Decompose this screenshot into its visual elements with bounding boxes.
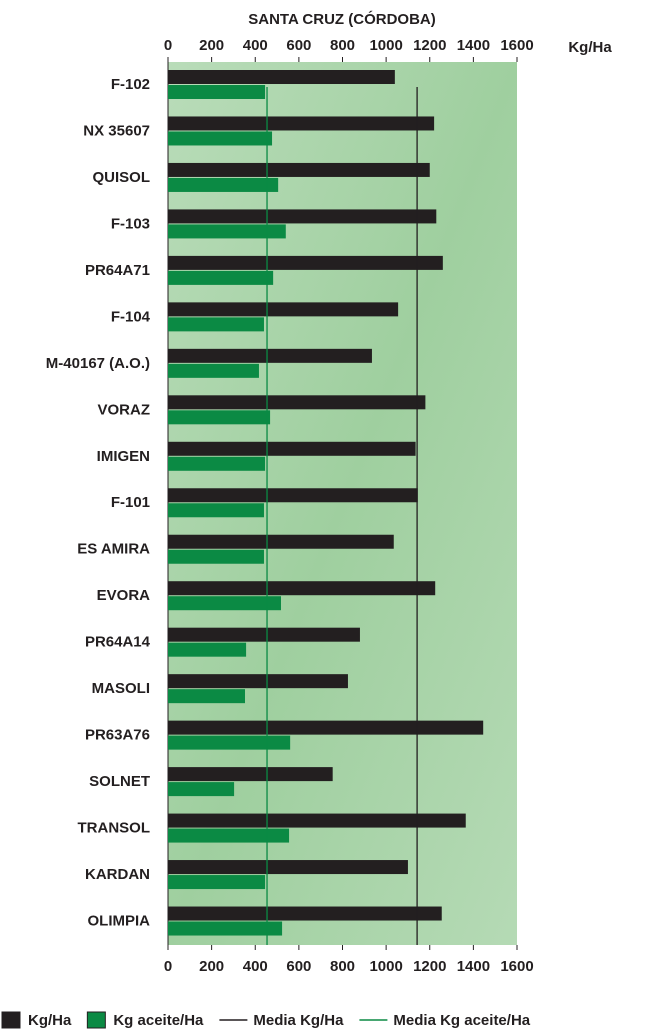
category-label: TRANSOL	[78, 820, 151, 837]
bar	[168, 922, 282, 936]
bar	[168, 271, 273, 285]
category-label: PR64A71	[85, 262, 150, 279]
category-label: VORAZ	[98, 401, 151, 418]
bar	[168, 410, 270, 424]
legend-label: Kg aceite/Ha	[113, 1012, 204, 1029]
bar	[168, 721, 483, 735]
x-tick-label: 1000	[369, 958, 402, 975]
bar	[168, 457, 265, 471]
x-tick-label: 0	[164, 37, 172, 54]
bar	[168, 628, 360, 642]
category-label: F-104	[111, 308, 151, 325]
bar	[168, 550, 264, 564]
category-label: F-101	[111, 494, 150, 511]
bar	[168, 829, 289, 843]
x-tick-label: 200	[199, 37, 224, 54]
bar	[168, 488, 418, 502]
bar	[168, 767, 333, 781]
bar	[168, 503, 264, 517]
category-label: PR64A14	[85, 634, 151, 651]
bar	[168, 364, 259, 378]
legend-label: Media Kg/Ha	[253, 1012, 344, 1029]
bar	[168, 782, 234, 796]
bar	[168, 907, 442, 921]
x-tick-label: 200	[199, 958, 224, 975]
bar	[168, 395, 425, 409]
bar	[168, 131, 272, 145]
bar	[168, 596, 281, 610]
bar	[168, 736, 290, 750]
legend-label: Kg/Ha	[28, 1012, 72, 1029]
category-label: OLIMPIA	[88, 912, 151, 929]
bar	[168, 302, 398, 316]
category-label: KARDAN	[85, 866, 150, 883]
x-tick-label: 800	[330, 958, 355, 975]
bar	[168, 689, 245, 703]
x-tick-label: 1200	[413, 37, 446, 54]
x-tick-label: 0	[164, 958, 172, 975]
x-tick-label: 800	[330, 37, 355, 54]
bar	[168, 317, 264, 331]
x-tick-label: 600	[286, 37, 311, 54]
x-tick-label: 1400	[457, 37, 490, 54]
category-label: F-102	[111, 76, 150, 93]
unit-label: Kg/Ha	[568, 39, 612, 56]
x-tick-label: 400	[243, 37, 268, 54]
bar	[168, 860, 408, 874]
category-label: F-103	[111, 215, 150, 232]
bar	[168, 116, 434, 130]
bar	[168, 814, 466, 828]
x-tick-label: 1400	[457, 958, 490, 975]
bar	[168, 70, 395, 84]
category-label: M-40167 (A.O.)	[46, 355, 150, 372]
legend-label: Media Kg aceite/Ha	[393, 1012, 530, 1029]
x-tick-label: 1000	[369, 37, 402, 54]
category-label: SOLNET	[89, 773, 150, 790]
x-tick-label: 400	[243, 958, 268, 975]
x-tick-label: 1600	[500, 958, 533, 975]
x-tick-label: 1200	[413, 958, 446, 975]
bar	[168, 875, 265, 889]
x-tick-label: 600	[286, 958, 311, 975]
bar	[168, 163, 430, 177]
category-label: IMIGEN	[97, 448, 150, 465]
bar	[168, 209, 436, 223]
bar	[168, 224, 286, 238]
bar	[168, 256, 443, 270]
chart: SANTA CRUZ (CÓRDOBA) Kg/Ha 0 0 200 200 400 40…	[0, 0, 672, 1032]
bar	[168, 535, 394, 549]
bar	[168, 349, 372, 363]
bar	[168, 674, 348, 688]
bar	[168, 178, 278, 192]
category-label: PR63A76	[85, 727, 150, 744]
category-label: QUISOL	[92, 169, 150, 186]
category-label: EVORA	[97, 587, 151, 604]
x-tick-label: 1600	[500, 37, 533, 54]
bar	[168, 442, 416, 456]
legend-swatch	[2, 1012, 20, 1028]
chart-title: SANTA CRUZ (CÓRDOBA)	[248, 10, 435, 28]
bar	[168, 85, 265, 99]
bar	[168, 581, 435, 595]
bar	[168, 643, 246, 657]
category-label: NX 35607	[83, 122, 150, 139]
legend-swatch	[87, 1012, 105, 1028]
category-label: ES AMIRA	[77, 541, 150, 558]
category-label: MASOLI	[92, 680, 150, 697]
